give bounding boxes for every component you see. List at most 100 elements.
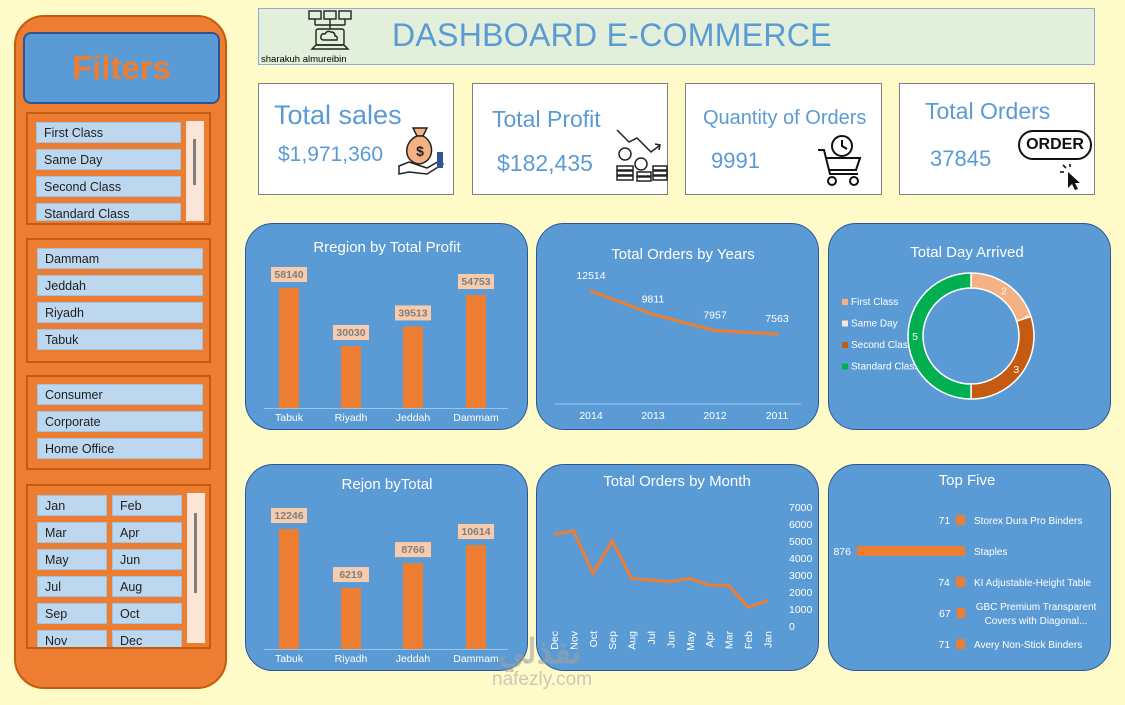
ship-mode-scroll-thumb[interactable]	[193, 139, 196, 185]
slicer-item-jeddah[interactable]: Jeddah	[37, 275, 203, 296]
x-tick-label: Riyadh	[335, 653, 368, 665]
x-tick-label: 2013	[641, 410, 665, 422]
legend-swatch	[842, 299, 848, 305]
data-label: 9811	[642, 293, 665, 305]
slicer-item-tabuk[interactable]: Tabuk	[37, 329, 203, 350]
money-bag-hand-icon: $	[398, 127, 444, 175]
data-label: 67	[939, 608, 951, 620]
slicer-item-consumer[interactable]: Consumer	[37, 384, 203, 405]
slicer-item-corporate[interactable]: Corporate	[37, 411, 203, 432]
slicer-item-home-office[interactable]: Home Office	[37, 438, 203, 459]
ship-mode-scrollbar[interactable]	[186, 121, 204, 221]
x-tick-label: Dammam	[453, 412, 499, 424]
chart-title: Top Five	[939, 472, 996, 489]
ship-mode-slicer	[26, 112, 211, 225]
legend-swatch	[842, 342, 848, 348]
legend-label: Standard Class	[851, 362, 919, 373]
x-tick-label: Jeddah	[396, 653, 431, 665]
slicer-item-first-class[interactable]: First Class	[36, 122, 181, 143]
y-tick-label: 0	[789, 621, 795, 633]
chart-title: Total Orders by Month	[603, 473, 751, 490]
x-tick-label: Tabuk	[275, 412, 304, 424]
kpi-value: 37845	[930, 146, 992, 171]
chart-title: Rejon byTotal	[342, 476, 433, 493]
x-tick-label: Dammam	[453, 653, 499, 665]
series-line	[553, 529, 768, 610]
data-label: 8766	[401, 544, 425, 556]
data-label: 71	[939, 639, 951, 651]
slicer-item-feb[interactable]: Feb	[112, 495, 182, 516]
slicer-item-standard-class[interactable]: Standard Class	[36, 203, 181, 221]
x-tick-label: Apr	[704, 631, 716, 648]
slicer-item-dammam[interactable]: Dammam	[37, 248, 203, 269]
category-label: Covers with Diagonal...	[985, 616, 1088, 627]
slicer-item-same-day[interactable]: Same Day	[36, 149, 181, 170]
data-label: 7563	[765, 313, 789, 325]
bar	[403, 563, 423, 649]
slicer-item-dec[interactable]: Dec	[112, 630, 182, 647]
coins-growth-chart-icon	[616, 129, 668, 182]
kpi-title: Total Profit	[492, 106, 601, 132]
month-scrollbar[interactable]	[187, 493, 205, 643]
y-tick-label: 3000	[789, 570, 813, 582]
kpi-value: $182,435	[497, 150, 593, 176]
chart-panel-day-arrived: Total Day Arrived First Class Same Day Seco…	[828, 223, 1111, 430]
legend-swatch	[842, 320, 848, 327]
chart-panel-top-five: Top Five 71 Storex Dura Pro Binders 876 Stap…	[828, 464, 1111, 671]
slicer-item-mar[interactable]: Mar	[37, 522, 107, 543]
slicer-item-nov[interactable]: Nov	[37, 630, 107, 647]
slicer-item-riyadh[interactable]: Riyadh	[37, 302, 203, 323]
slicer-item-jul[interactable]: Jul	[37, 576, 107, 597]
order-button-icon: ORDER	[1018, 130, 1092, 160]
x-tick-label: Jan	[762, 631, 774, 648]
bar	[857, 546, 965, 556]
slicer-item-sep[interactable]: Sep	[37, 603, 107, 624]
segment-slicer	[26, 375, 211, 470]
region-profit-chart: Rregion by Total Profit 58140 Tabuk 30030 Ri…	[264, 239, 508, 424]
x-tick-label: 2012	[703, 410, 727, 422]
x-tick-label: Jun	[665, 631, 677, 648]
orders-month-chart: Total Orders by Month 7000 6000 5000 4000 300…	[549, 473, 813, 651]
y-tick-label: 5000	[789, 536, 813, 548]
data-label: 30030	[336, 327, 365, 339]
data-label: 39513	[398, 307, 427, 319]
slicer-item-aug[interactable]: Aug	[112, 576, 182, 597]
x-tick-label: Riyadh	[335, 412, 368, 424]
data-label: 54753	[461, 276, 490, 288]
slicer-item-oct[interactable]: Oct	[112, 603, 182, 624]
cursor-click-icon	[1060, 164, 1080, 190]
data-label: 58140	[274, 269, 303, 281]
line-point	[589, 289, 593, 293]
bar	[341, 588, 361, 649]
x-tick-label: Oct	[588, 631, 600, 647]
kpi-title: Total Orders	[925, 98, 1051, 124]
y-tick-label: 6000	[789, 519, 813, 531]
data-label: 6219	[339, 569, 363, 581]
slicer-item-second-class[interactable]: Second Class	[36, 176, 181, 197]
slicer-item-apr[interactable]: Apr	[112, 522, 182, 543]
data-label-box	[458, 273, 494, 289]
x-tick-label: Dec	[549, 631, 561, 650]
kpi-title: Quantity of Orders	[703, 107, 867, 129]
data-label: 74	[938, 577, 950, 589]
slicer-item-jun[interactable]: Jun	[112, 549, 182, 570]
legend-label: Same Day	[851, 319, 898, 330]
slicer-item-may[interactable]: May	[37, 549, 107, 570]
kpi-card-total-orders: Total Orders 37845 ORDER	[899, 83, 1095, 195]
line-point	[713, 329, 717, 333]
slicer-item-jan[interactable]: Jan	[37, 495, 107, 516]
watermark-arabic: نفذلي	[498, 633, 582, 671]
filters-title: Filters	[71, 49, 172, 86]
watermark: نفذلي nafezly.com	[492, 635, 592, 691]
month-scroll-thumb[interactable]	[194, 513, 197, 593]
category-label: Staples	[974, 547, 1007, 558]
legend-label: Second Class	[851, 340, 913, 351]
donut-slice	[970, 315, 1035, 400]
bar	[403, 326, 423, 408]
orders-years-chart: Total Orders by Years 12514 2014 9811 2013 79…	[555, 246, 801, 422]
category-label: KI Adjustable-Height Table	[974, 578, 1092, 589]
kpi-value: $1,971,360	[278, 143, 384, 166]
data-label: 3	[1013, 364, 1019, 376]
data-label: 12514	[576, 270, 605, 282]
data-label: 12246	[274, 510, 303, 522]
